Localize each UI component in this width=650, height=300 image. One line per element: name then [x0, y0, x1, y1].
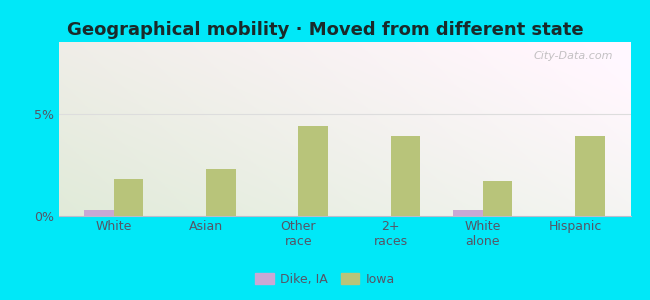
Bar — [114, 179, 144, 216]
Bar — [575, 136, 604, 216]
Bar — [453, 210, 483, 216]
Bar — [84, 210, 114, 216]
Text: City-Data.com: City-Data.com — [534, 51, 614, 61]
Bar — [391, 136, 420, 216]
Bar — [298, 126, 328, 216]
Bar — [483, 181, 512, 216]
Bar — [206, 169, 236, 216]
Text: Geographical mobility · Moved from different state: Geographical mobility · Moved from diffe… — [67, 21, 583, 39]
Legend: Dike, IA, Iowa: Dike, IA, Iowa — [250, 268, 400, 291]
